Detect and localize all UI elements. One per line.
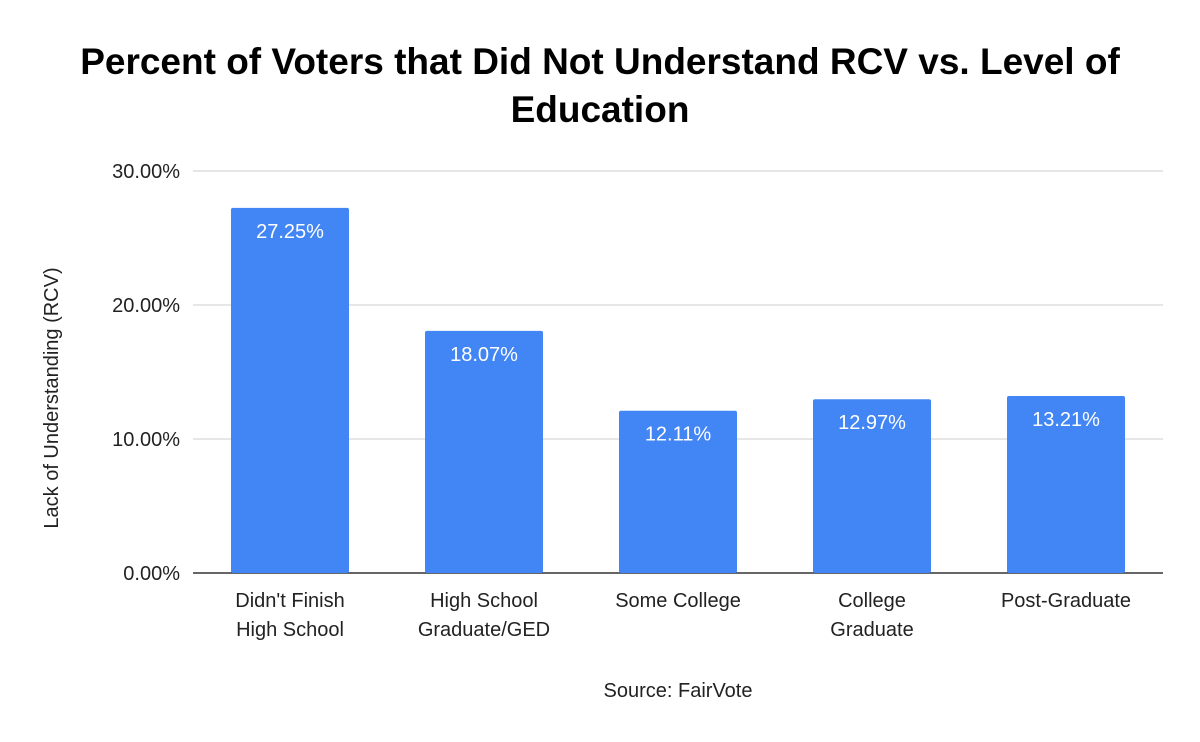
bar [425, 330, 543, 573]
bar-data-label: 18.07% [450, 344, 518, 366]
bar-data-label: 12.11% [645, 424, 712, 446]
x-axis-categories: Didn't Finish High School High School Gradu… [235, 590, 1131, 641]
data-labels: 27.25% 18.07% 12.11% 12.97% 13.21% [256, 221, 1100, 446]
y-axis-ticks: 0.00% 10.00% 20.00% 30.00% [112, 161, 180, 585]
x-category-label: Post-Graduate [1001, 590, 1131, 612]
y-tick-label: 0.00% [123, 563, 180, 585]
bar-data-label: 13.21% [1032, 409, 1100, 431]
y-tick-label: 30.00% [112, 161, 180, 183]
bar [813, 399, 931, 573]
bar-data-label: 27.25% [256, 221, 324, 243]
x-category-label: High School Graduate/GED [418, 590, 550, 641]
bar [231, 207, 349, 573]
y-tick-label: 10.00% [112, 429, 180, 451]
y-tick-label: 20.00% [112, 295, 180, 317]
y-axis-label: Lack of Understanding (RCV) [41, 267, 63, 528]
bars [231, 207, 1125, 573]
bar-data-label: 12.97% [838, 412, 906, 434]
x-category-label: Didn't Finish High School [235, 590, 344, 641]
x-category-label: College Graduate [830, 590, 913, 641]
chart-title: Percent of Voters that Did Not Understan… [80, 41, 1120, 130]
x-axis-label: Source: FairVote [604, 680, 753, 702]
x-category-label: Some College [615, 590, 741, 612]
bar [619, 410, 737, 573]
bar [1007, 395, 1125, 573]
